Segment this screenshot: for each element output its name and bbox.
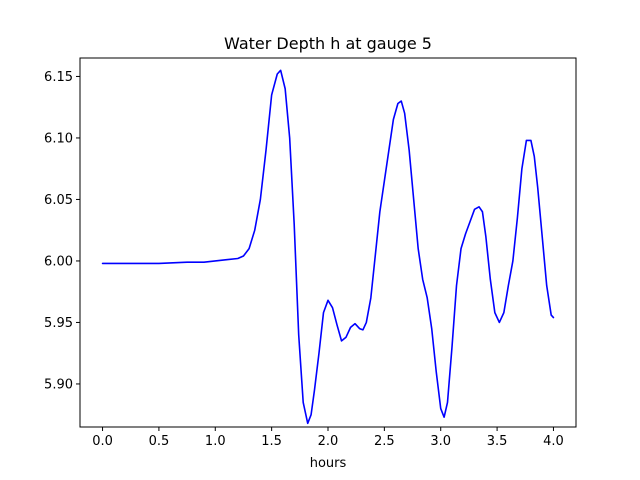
x-tick-label: 1.5 <box>261 434 282 449</box>
x-axis-label: hours <box>310 456 347 471</box>
x-tick-label: 2.5 <box>374 434 395 449</box>
y-tick-label: 5.95 <box>44 316 73 331</box>
y-tick-label: 6.05 <box>44 193 73 208</box>
plot-area: 0.0 0.5 1.0 1.5 2.0 2.5 3.0 3.5 4.0 5.90 5.95 6.00 6… <box>44 57 577 449</box>
x-tick-label: 0.0 <box>92 434 113 449</box>
y-tick-label: 6.00 <box>44 254 73 269</box>
series-line-0 <box>101 69 555 425</box>
x-tick-label: 1.0 <box>205 434 226 449</box>
y-tick-label: 6.15 <box>44 70 73 85</box>
y-tick-label: 6.10 <box>44 131 73 146</box>
x-tick-label: 4.0 <box>543 434 564 449</box>
x-tick-label: 2.0 <box>318 434 339 449</box>
x-tick-label: 3.0 <box>430 434 451 449</box>
x-tick-label: 3.5 <box>487 434 508 449</box>
chart-title: Water Depth h at gauge 5 <box>224 34 432 53</box>
x-tick-label: 0.5 <box>149 434 170 449</box>
y-tick-label: 5.90 <box>44 377 73 392</box>
